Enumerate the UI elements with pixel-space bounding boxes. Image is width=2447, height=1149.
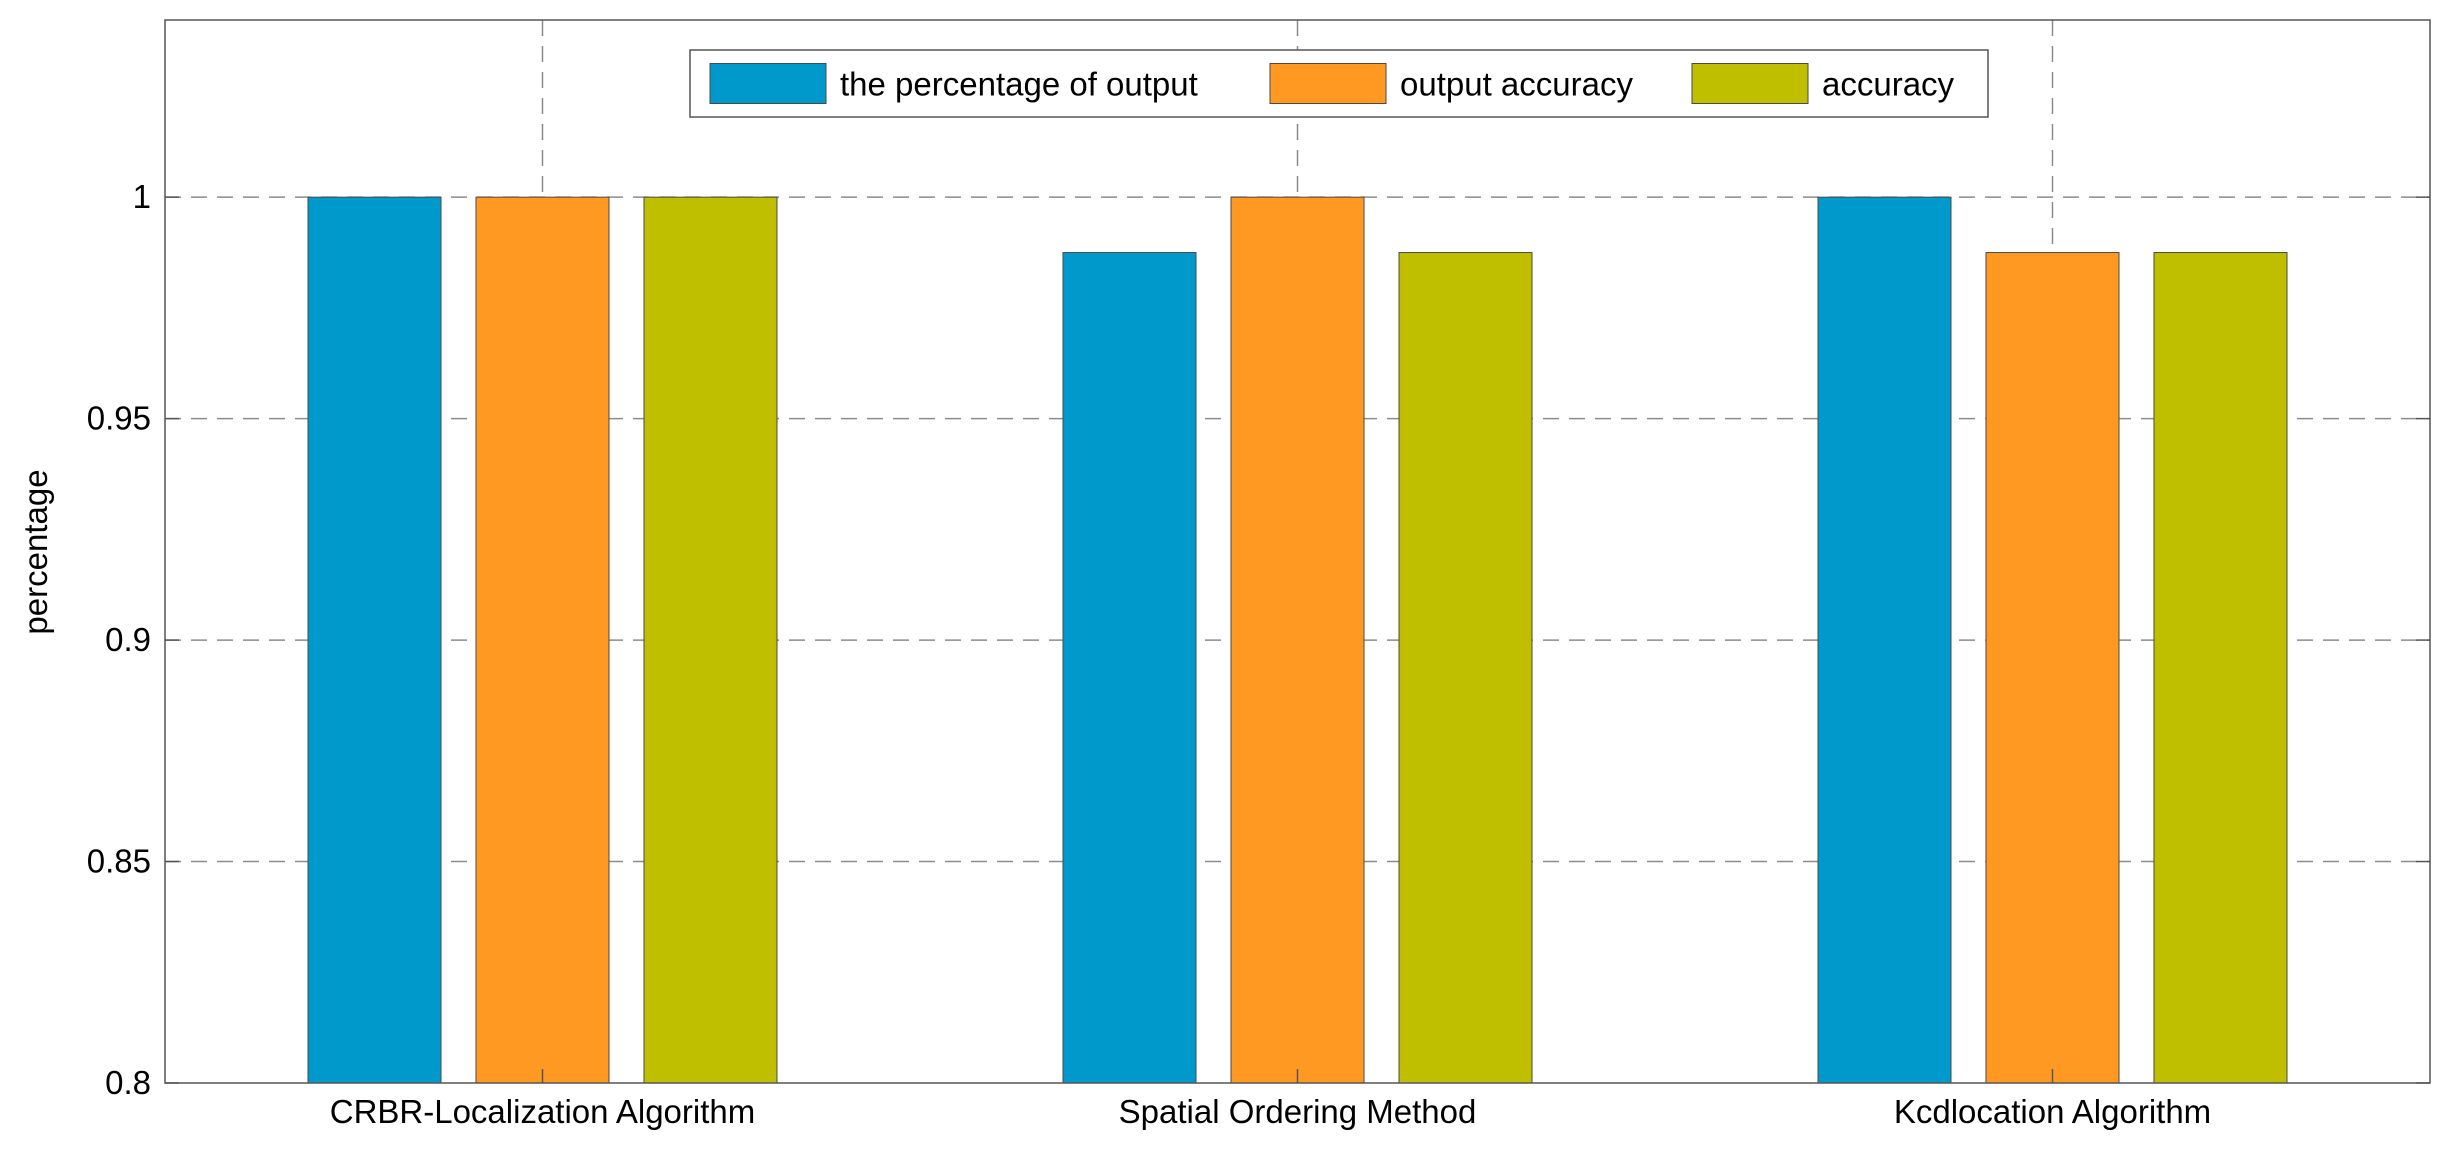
y-tick-label: 0.9	[105, 621, 151, 658]
x-tick-label: Spatial Ordering Method	[1119, 1093, 1477, 1130]
legend-swatch	[709, 63, 827, 104]
bar	[475, 196, 610, 1084]
bar	[643, 196, 778, 1084]
x-axis-ticks: CRBR-Localization Algorithm Spatial Order…	[330, 1069, 2211, 1130]
y-axis-label: percentage	[17, 469, 54, 634]
bars	[307, 196, 2288, 1084]
bar	[1398, 252, 1533, 1084]
bar	[2153, 252, 2288, 1084]
y-tick-label: 0.95	[87, 400, 151, 437]
legend-label: the percentage of output	[840, 66, 1198, 103]
y-tick-label: 1	[133, 178, 151, 215]
x-tick-label: Kcdlocation Algorithm	[1894, 1093, 2211, 1130]
legend-label: accuracy	[1822, 66, 1955, 103]
y-tick-label: 0.85	[87, 843, 151, 880]
bar	[307, 196, 442, 1084]
y-tick-label: 0.8	[105, 1064, 151, 1101]
bar	[1985, 252, 2120, 1084]
y-axis-ticks: 0.8 0.85 0.9 0.95 1	[87, 178, 2430, 1101]
legend-label: output accuracy	[1400, 66, 1633, 103]
bar	[1230, 196, 1365, 1084]
legend: the percentage of output output accuracy a…	[689, 49, 1989, 118]
x-tick-label: CRBR-Localization Algorithm	[330, 1093, 756, 1130]
bar	[1817, 196, 1952, 1084]
legend-swatch	[1691, 63, 1809, 104]
bar	[1062, 252, 1197, 1084]
legend-swatch	[1269, 63, 1387, 104]
